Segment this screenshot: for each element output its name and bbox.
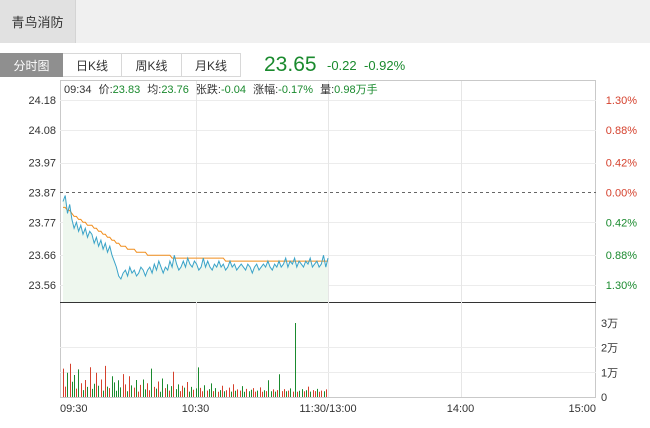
y-tick-label-right: 0.88%	[606, 125, 637, 137]
y-axis-right: 1.30% 0.88% 0.42% 0.00% 0.42% 0.88% 1.30%	[606, 95, 637, 292]
grid-lines	[60, 81, 596, 397]
chart-period-tabs: 分时图 日K线 周K线 月K线	[0, 53, 241, 77]
price-change-percent: -0.92%	[364, 58, 406, 73]
volume-tick-label: 0	[601, 392, 607, 404]
info-pct-label: 涨幅:	[253, 83, 278, 96]
info-price-value: 23.83	[113, 84, 141, 96]
volume-tick-label: 2万	[601, 343, 618, 355]
volume-tick-label: 3万	[601, 318, 618, 330]
y-tick-label-left: 23.56	[28, 280, 56, 292]
stock-name-tab[interactable]: 青鸟消防	[0, 0, 76, 43]
y-tick-label-right: 1.30%	[606, 95, 637, 107]
y-tick-label-right: 0.00%	[606, 188, 637, 200]
y-tick-label-left: 23.97	[28, 158, 56, 170]
x-tick-label: 15:00	[568, 403, 596, 415]
average-price-line	[63, 206, 328, 262]
y-tick-label-left: 23.66	[28, 250, 56, 262]
tab-weekly-k[interactable]: 周K线	[122, 53, 182, 77]
info-change-value: -0.04	[221, 84, 246, 96]
volume-tick-label: 1万	[601, 367, 618, 379]
info-change-label: 张跌:	[196, 82, 221, 96]
y-tick-label-left: 24.18	[28, 95, 56, 107]
y-tick-label-right: 0.42%	[606, 217, 637, 229]
y-tick-label-left: 23.77	[28, 217, 56, 229]
volume-bars	[63, 323, 327, 397]
y-axis-left: 24.18 24.08 23.97 23.87 23.77 23.66 23.56	[28, 95, 56, 292]
tab-daily-k[interactable]: 日K线	[63, 53, 122, 77]
volume-axis: 3万 2万 1万 0	[601, 318, 618, 404]
x-tick-label: 10:30	[182, 403, 210, 415]
tab-intraday[interactable]: 分时图	[0, 53, 63, 77]
info-price-label: 价:	[99, 83, 113, 96]
info-avg-value: 23.76	[161, 84, 189, 96]
x-tick-label: 09:30	[60, 403, 88, 415]
y-tick-label-right: 0.88%	[606, 250, 637, 262]
y-tick-label-right: 0.42%	[606, 158, 637, 170]
chart-frame	[60, 80, 596, 398]
x-axis: 09:30 10:30 11:30/13:00 14:00 15:00	[60, 403, 596, 415]
price-line	[62, 195, 329, 281]
info-vol-label: 量:	[320, 83, 334, 96]
info-pct-value: -0.17%	[278, 84, 313, 96]
info-time: 09:34	[64, 84, 92, 96]
info-line: 09:34 价:23.83 均:23.76 张跌:-0.04 涨幅:-0.17%…	[64, 82, 378, 96]
x-tick-label: 14:00	[447, 403, 475, 415]
info-avg-label: 均:	[147, 83, 161, 96]
top-bar: 青鸟消防	[0, 0, 650, 43]
current-price: 23.65	[264, 53, 317, 76]
x-tick-label: 11:30/13:00	[299, 403, 356, 415]
tab-monthly-k[interactable]: 月K线	[182, 53, 241, 77]
y-tick-label-left: 23.87	[28, 188, 56, 200]
info-vol-value: 0.98万手	[334, 82, 377, 96]
y-tick-label-left: 24.08	[28, 125, 56, 137]
price-change: -0.22	[327, 58, 357, 73]
price-area-fill	[63, 195, 328, 302]
y-tick-label-right: 1.30%	[606, 280, 637, 292]
